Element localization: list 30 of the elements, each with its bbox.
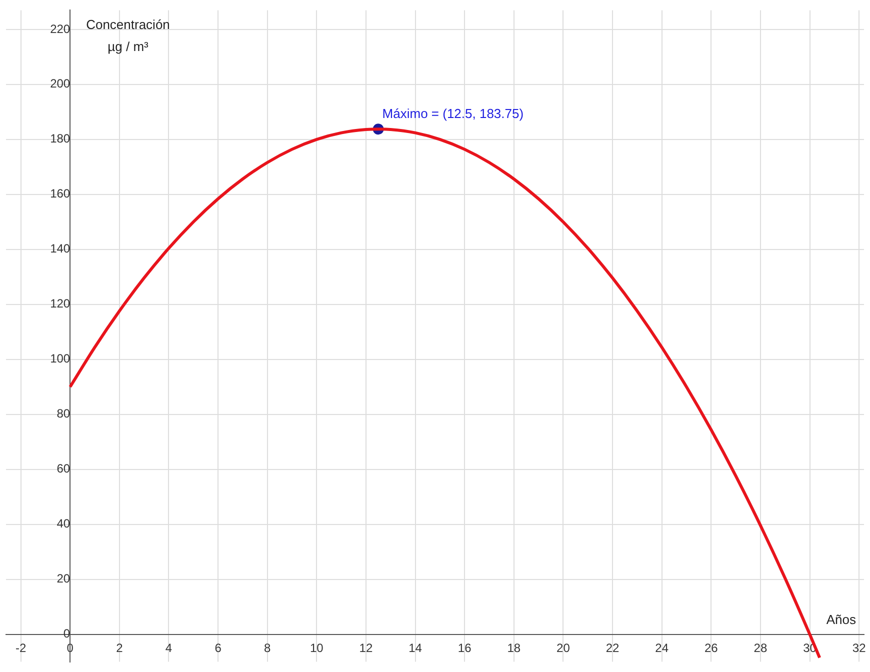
y-tick-label: 160 xyxy=(50,186,70,201)
x-tick-label: 12 xyxy=(359,640,373,655)
x-tick-label: 2 xyxy=(116,640,124,655)
y-tick-label: 120 xyxy=(50,296,70,311)
x-tick-label: 10 xyxy=(310,640,324,655)
y-tick-label: 180 xyxy=(50,132,70,146)
y-tick-label: 20 xyxy=(56,572,70,586)
x-tick-label: 8 xyxy=(264,640,271,655)
y-tick-label: 140 xyxy=(50,242,70,256)
x-tick-label: 6 xyxy=(214,640,222,655)
x-tick-label: 20 xyxy=(556,640,570,655)
x-tick-label: 32 xyxy=(852,640,866,655)
y-tick-label: 100 xyxy=(50,352,70,366)
x-tick-label: 4 xyxy=(165,640,172,655)
x-axis-title: Años xyxy=(826,612,856,627)
x-tick-label: 26 xyxy=(704,640,718,655)
y-tick-label: 80 xyxy=(56,406,70,421)
x-tick-label: 22 xyxy=(606,640,620,655)
x-tick-label: 18 xyxy=(507,640,521,655)
y-axis-title: Concentración µg / m³ xyxy=(85,16,171,56)
x-tick-label: 24 xyxy=(655,640,669,655)
y-tick-label: 220 xyxy=(50,22,70,36)
y-tick-label: 200 xyxy=(50,76,70,91)
y-tick-label: 40 xyxy=(56,516,70,531)
x-tick-label: 16 xyxy=(458,640,472,655)
annotation: Máximo = (12.5, 183.75) xyxy=(382,106,524,122)
x-tick-label: 28 xyxy=(754,640,768,655)
x-tick-label: -2 xyxy=(15,640,26,655)
x-tick-label: 14 xyxy=(408,640,422,655)
y-tick-label: 60 xyxy=(56,462,70,476)
